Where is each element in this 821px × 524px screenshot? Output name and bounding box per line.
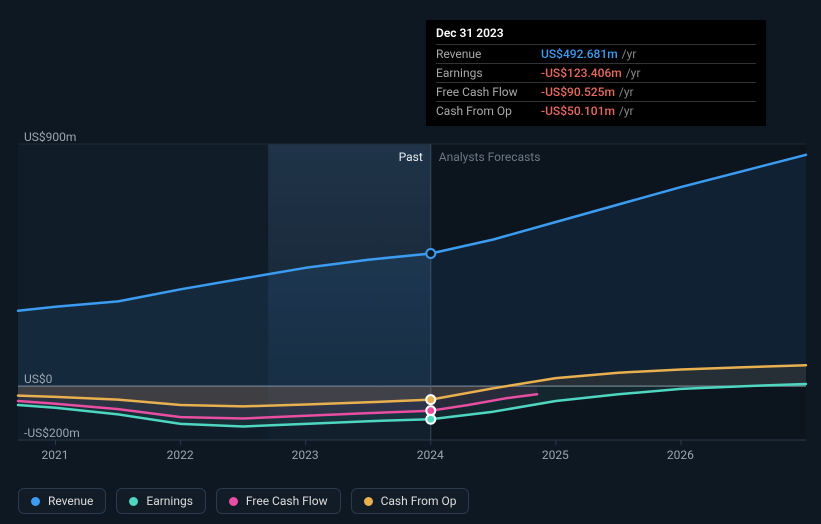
tooltip: Dec 31 2023 RevenueUS$492.681m/yrEarning… xyxy=(426,20,766,126)
legend-swatch xyxy=(129,497,138,506)
legend-swatch xyxy=(31,497,40,506)
tooltip-row-label: Cash From Op xyxy=(436,102,541,121)
legend-item-earnings[interactable]: Earnings xyxy=(116,488,206,514)
tooltip-row-label: Revenue xyxy=(436,45,541,64)
legend-label: Revenue xyxy=(48,494,93,508)
legend: Revenue Earnings Free Cash Flow Cash From O… xyxy=(18,488,469,514)
tooltip-table: RevenueUS$492.681m/yrEarnings-US$123.406… xyxy=(436,44,756,120)
x-axis-label: 2026 xyxy=(667,448,694,462)
tooltip-row: Free Cash Flow-US$90.525m/yr xyxy=(436,83,756,102)
x-axis-label: 2025 xyxy=(542,448,569,462)
tooltip-row-label: Earnings xyxy=(436,64,541,83)
legend-item-cfo[interactable]: Cash From Op xyxy=(351,488,470,514)
tooltip-row-value: -US$50.101m/yr xyxy=(541,102,756,121)
tooltip-row-label: Free Cash Flow xyxy=(436,83,541,102)
chart-root: Dec 31 2023 RevenueUS$492.681m/yrEarning… xyxy=(0,0,821,524)
legend-item-revenue[interactable]: Revenue xyxy=(18,488,106,514)
legend-swatch xyxy=(364,497,373,506)
legend-label: Cash From Op xyxy=(381,494,457,508)
x-axis-label: 2022 xyxy=(167,448,194,462)
tooltip-row-value: -US$123.406m/yr xyxy=(541,64,756,83)
legend-label: Earnings xyxy=(146,494,193,508)
tooltip-row: Earnings-US$123.406m/yr xyxy=(436,64,756,83)
x-axis-label: 2021 xyxy=(42,448,69,462)
tooltip-row-value: -US$90.525m/yr xyxy=(541,83,756,102)
y-axis-label: -US$200m xyxy=(24,426,80,440)
tooltip-row: Cash From Op-US$50.101m/yr xyxy=(436,102,756,121)
y-axis-label: US$0 xyxy=(24,372,52,386)
legend-item-fcf[interactable]: Free Cash Flow xyxy=(216,488,341,514)
y-axis-label: US$900m xyxy=(24,130,76,144)
tooltip-date: Dec 31 2023 xyxy=(436,26,756,44)
forecast-label: Analysts Forecasts xyxy=(439,150,541,164)
legend-label: Free Cash Flow xyxy=(246,494,328,508)
x-axis-label: 2024 xyxy=(417,448,444,462)
x-axis-label: 2023 xyxy=(292,448,319,462)
legend-swatch xyxy=(229,497,238,506)
tooltip-row: RevenueUS$492.681m/yr xyxy=(436,45,756,64)
tooltip-row-value: US$492.681m/yr xyxy=(541,45,756,64)
past-label: Past xyxy=(399,150,423,164)
